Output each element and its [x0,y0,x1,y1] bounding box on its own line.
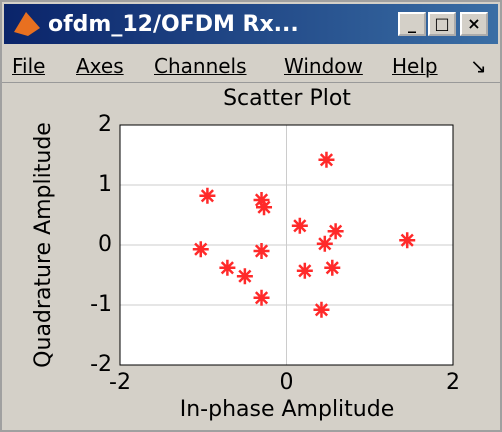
scatter-point [256,199,273,216]
chart-title: Scatter Plot [223,86,351,111]
scatter-point [399,232,416,249]
window-title: ofdm_12/OFDM Rx... [48,12,299,37]
x-tick-label: 0 [280,370,294,395]
scatter-point [192,241,209,258]
minimize-button[interactable]: _ [398,12,426,36]
scatter-point [318,151,335,168]
menu-bar: File Axes Channels Window Help ↘ [2,46,500,83]
scatter-point [316,235,333,252]
title-bar: ofdm_12/OFDM Rx... _ □ × [4,4,498,44]
x-axis-label: In-phase Amplitude [180,397,395,422]
scatter-point [199,187,216,204]
menu-item[interactable]: File [12,54,46,78]
scatter-point [296,262,313,279]
menu-item[interactable]: Channels [154,54,247,78]
y-tick-label: 0 [98,232,112,257]
x-tick-label: -2 [109,370,131,395]
menu-item[interactable]: Window [284,54,363,78]
y-tick-label: -2 [90,352,112,377]
scatter-point [253,243,270,259]
x-tick-label: 2 [446,370,460,395]
scatter-point [324,259,341,276]
scatter-point [236,268,253,285]
plot-frame [119,124,454,366]
menu-item[interactable]: Axes [76,54,124,78]
menu-item[interactable]: Help [392,54,438,78]
close-button[interactable]: × [460,12,488,36]
scatter-point [253,192,270,208]
scatter-point [313,301,330,318]
menu-arrow[interactable]: ↘ [470,54,487,78]
scatter-point [219,259,236,276]
y-tick-label: -1 [90,292,112,317]
scatter-point [291,217,308,234]
app-icon [14,12,40,36]
y-tick-label: 2 [98,112,112,137]
scatter-point [253,289,270,306]
scatter-point [327,223,344,240]
maximize-button[interactable]: □ [428,12,456,36]
y-tick-label: 1 [98,172,112,197]
y-axis-label: Quadrature Amplitude [31,122,56,368]
